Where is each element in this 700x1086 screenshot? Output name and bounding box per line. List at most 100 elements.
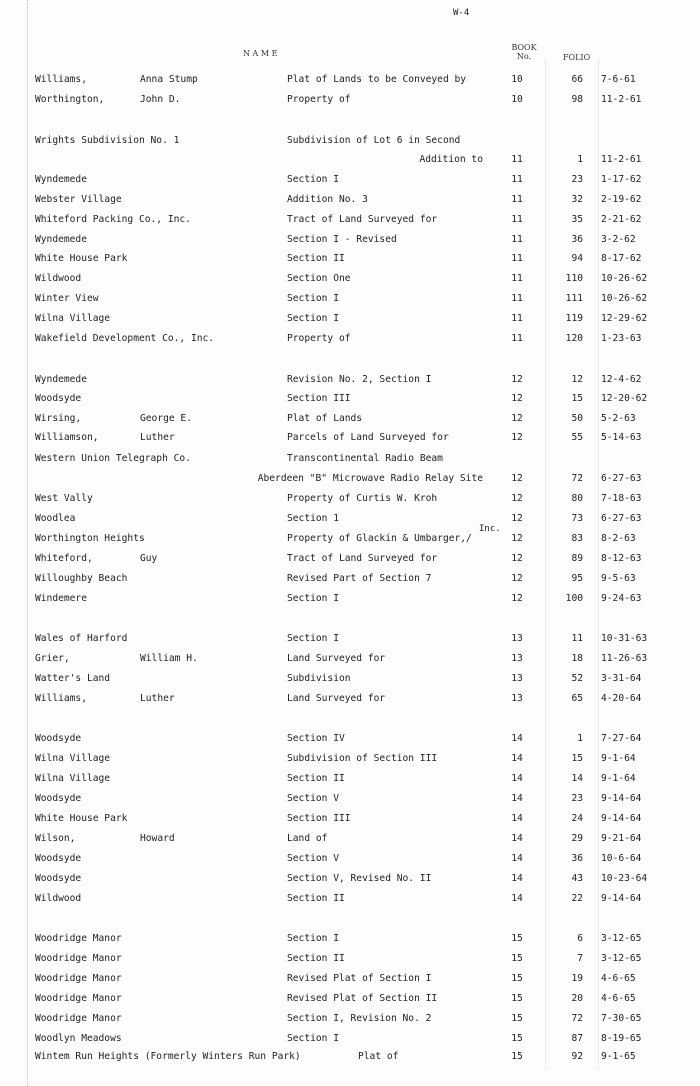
entry-description: Section II bbox=[287, 893, 345, 904]
entry-description: Section I bbox=[287, 633, 339, 644]
entry-folio: 12 bbox=[571, 374, 583, 385]
entry-description: Tract of Land Surveyed for bbox=[287, 214, 438, 225]
entry-book-number: 12 bbox=[511, 573, 523, 584]
entry-book-number: 11 bbox=[511, 273, 523, 284]
entry-folio: 111 bbox=[565, 293, 583, 304]
entry-date: 6-27-63 bbox=[601, 473, 642, 484]
entry-folio: 72 bbox=[571, 1013, 583, 1024]
entry-description: Section I - Revised bbox=[287, 234, 397, 245]
entry-date: 10-6-64 bbox=[601, 853, 642, 864]
entry-folio: 120 bbox=[565, 333, 583, 344]
book-column-header: BOOK No. bbox=[509, 43, 539, 61]
entry-date: 8-19-65 bbox=[601, 1033, 642, 1044]
entry-folio: 65 bbox=[571, 693, 583, 704]
entry-name: Williams, bbox=[35, 693, 87, 704]
entry-folio: 35 bbox=[571, 214, 583, 225]
entry-book-number: 15 bbox=[511, 933, 523, 944]
entry-book-number: 14 bbox=[511, 793, 523, 804]
entry-book-number: 11 bbox=[511, 293, 523, 304]
entry-folio: 73 bbox=[571, 513, 583, 524]
entry-book-number: 11 bbox=[511, 234, 523, 245]
entry-book-number: 14 bbox=[511, 733, 523, 744]
book-header-line1: BOOK bbox=[511, 43, 537, 52]
entry-date: 3-12-65 bbox=[601, 953, 642, 964]
entry-book-number: 11 bbox=[511, 253, 523, 264]
entry-folio: 119 bbox=[565, 313, 583, 324]
entry-name: Wyndemede bbox=[35, 174, 87, 185]
entry-name: Wilna Village bbox=[35, 753, 111, 764]
entry-name: Woodsyde bbox=[35, 393, 82, 404]
entry-date: 10-26-62 bbox=[601, 293, 648, 304]
entry-folio: 11 bbox=[571, 633, 583, 644]
entry-name: Williams, bbox=[35, 74, 87, 85]
entry-description: Revised Part of Section 7 bbox=[287, 573, 432, 584]
entry-description: Section V bbox=[287, 793, 339, 804]
entry-folio: 19 bbox=[571, 973, 583, 984]
entry-date: 9-1-65 bbox=[601, 1051, 636, 1062]
entry-description: Section V, Revised No. II bbox=[287, 873, 432, 884]
entry-folio: 15 bbox=[571, 753, 583, 764]
entry-name: Worthington, bbox=[35, 94, 105, 105]
entry-name: Woodridge Manor bbox=[35, 1013, 122, 1024]
entry-folio: 87 bbox=[571, 1033, 583, 1044]
entry-description: Section I, Revision No. 2 bbox=[287, 1013, 432, 1024]
entry-description: Property of Curtis W. Kroh bbox=[287, 493, 438, 504]
entry-folio: 23 bbox=[571, 174, 583, 185]
entry-description: Aberdeen "B" Microwave Radio Relay Site bbox=[257, 473, 483, 484]
entry-folio: 52 bbox=[571, 673, 583, 684]
entry-folio: 43 bbox=[571, 873, 583, 884]
entry-name: Wales of Harford bbox=[35, 633, 128, 644]
entry-date: 2-19-62 bbox=[601, 194, 642, 205]
entry-date: 9-14-64 bbox=[601, 893, 642, 904]
entry-book-number: 10 bbox=[511, 74, 523, 85]
entry-folio: 7 bbox=[577, 953, 583, 964]
entry-description: Section I bbox=[287, 174, 339, 185]
entry-date: 3-2-62 bbox=[601, 234, 636, 245]
entry-folio: 83 bbox=[571, 533, 583, 544]
entry-given-name: William H. bbox=[140, 653, 198, 664]
entry-date: 4-20-64 bbox=[601, 693, 642, 704]
entry-given-name: Luther bbox=[140, 693, 175, 704]
entry-description: Section I bbox=[287, 1033, 339, 1044]
entry-date: 7-6-61 bbox=[601, 74, 636, 85]
entry-book-number: 13 bbox=[511, 673, 523, 684]
entry-date: 9-21-64 bbox=[601, 833, 642, 844]
entry-name: Wrights Subdivision No. 1 bbox=[35, 135, 180, 146]
entry-folio: 110 bbox=[565, 273, 583, 284]
entry-description: Section III bbox=[287, 813, 351, 824]
entry-name: Woodridge Manor bbox=[35, 933, 122, 944]
entry-book-number: 15 bbox=[511, 953, 523, 964]
entry-description: Section II bbox=[287, 953, 345, 964]
entry-name: Watter's Land bbox=[35, 673, 111, 684]
entry-description-note: Inc. bbox=[479, 524, 501, 534]
entry-book-number: 15 bbox=[511, 973, 523, 984]
entry-name: Woodsyde bbox=[35, 873, 82, 884]
entry-date: 11-26-63 bbox=[601, 653, 648, 664]
entry-date: 1-23-63 bbox=[601, 333, 642, 344]
entry-book-number: 11 bbox=[511, 194, 523, 205]
entry-folio: 100 bbox=[565, 593, 583, 604]
entry-name: Woodlyn Meadows bbox=[35, 1033, 122, 1044]
entry-book-number: 14 bbox=[511, 753, 523, 764]
entry-book-number: 11 bbox=[511, 154, 523, 165]
entry-description: Transcontinental Radio Beam bbox=[287, 453, 443, 464]
entry-name: Williamson, bbox=[35, 432, 99, 443]
entry-description: Property of Glackin & Umbarger,/ bbox=[287, 533, 472, 544]
entry-description: Parcels of Land Surveyed for bbox=[287, 432, 449, 443]
entry-name: Worthington Heights bbox=[35, 533, 145, 544]
entry-folio: 23 bbox=[571, 793, 583, 804]
entry-book-number: 12 bbox=[511, 493, 523, 504]
entry-name: Wildwood bbox=[35, 893, 82, 904]
entry-folio: 94 bbox=[571, 253, 583, 264]
entry-book-number: 13 bbox=[511, 693, 523, 704]
entry-name: Wakefield Development Co., Inc. bbox=[35, 333, 215, 344]
entry-name: Wirsing, bbox=[35, 413, 82, 424]
entry-book-number: 12 bbox=[511, 593, 523, 604]
entry-date: 8-12-63 bbox=[601, 553, 642, 564]
entry-name: Webster Village bbox=[35, 194, 122, 205]
entry-given-name: Luther bbox=[140, 432, 175, 443]
entry-description: Land Surveyed for bbox=[287, 653, 386, 664]
entry-description: Section I bbox=[287, 293, 339, 304]
entry-given-name: Guy bbox=[140, 553, 158, 564]
